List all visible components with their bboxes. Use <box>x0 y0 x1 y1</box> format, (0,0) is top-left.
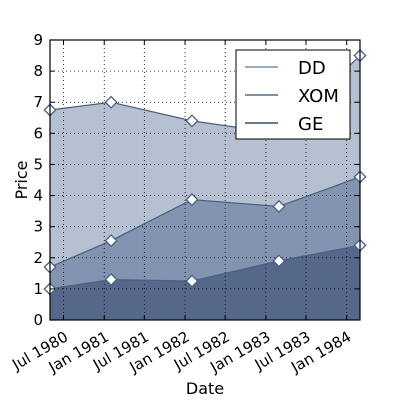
marker-dd <box>104 95 118 109</box>
legend-label-dd: DD <box>298 58 326 79</box>
y-tick-label: 1 <box>33 280 43 298</box>
x-axis-label: Date <box>186 379 224 398</box>
grid-lines <box>50 40 360 320</box>
area-ge <box>50 245 360 320</box>
y-axis: 0 1 2 3 4 5 6 7 8 9 <box>33 31 360 329</box>
plot-frame <box>49 39 361 321</box>
marker-ge <box>272 254 286 268</box>
legend-label-ge: GE <box>298 114 323 135</box>
marker-xom <box>272 199 286 214</box>
legend-label-xom: XOM <box>298 86 339 107</box>
area-dd <box>50 55 360 268</box>
legend: DD XOM GE <box>235 49 351 140</box>
y-tick-label: 8 <box>33 62 43 80</box>
marker-ge <box>185 274 199 288</box>
y-tick-label: 6 <box>33 124 43 142</box>
y-tick-label: 0 <box>33 311 43 329</box>
area-xom <box>50 176 360 289</box>
y-tick-label: 7 <box>33 93 43 111</box>
y-tick-label: 9 <box>33 31 43 49</box>
marker-xom <box>185 193 199 207</box>
marker-dd <box>185 114 199 128</box>
area-layers <box>50 55 360 320</box>
y-tick-label: 4 <box>33 187 43 205</box>
y-tick-label: 5 <box>33 155 43 173</box>
y-tick-label: 3 <box>33 218 43 236</box>
y-axis-label: Price <box>12 160 31 199</box>
y-tick-label: 2 <box>33 249 43 267</box>
marker-ge <box>104 272 118 287</box>
marker-xom <box>104 234 118 248</box>
